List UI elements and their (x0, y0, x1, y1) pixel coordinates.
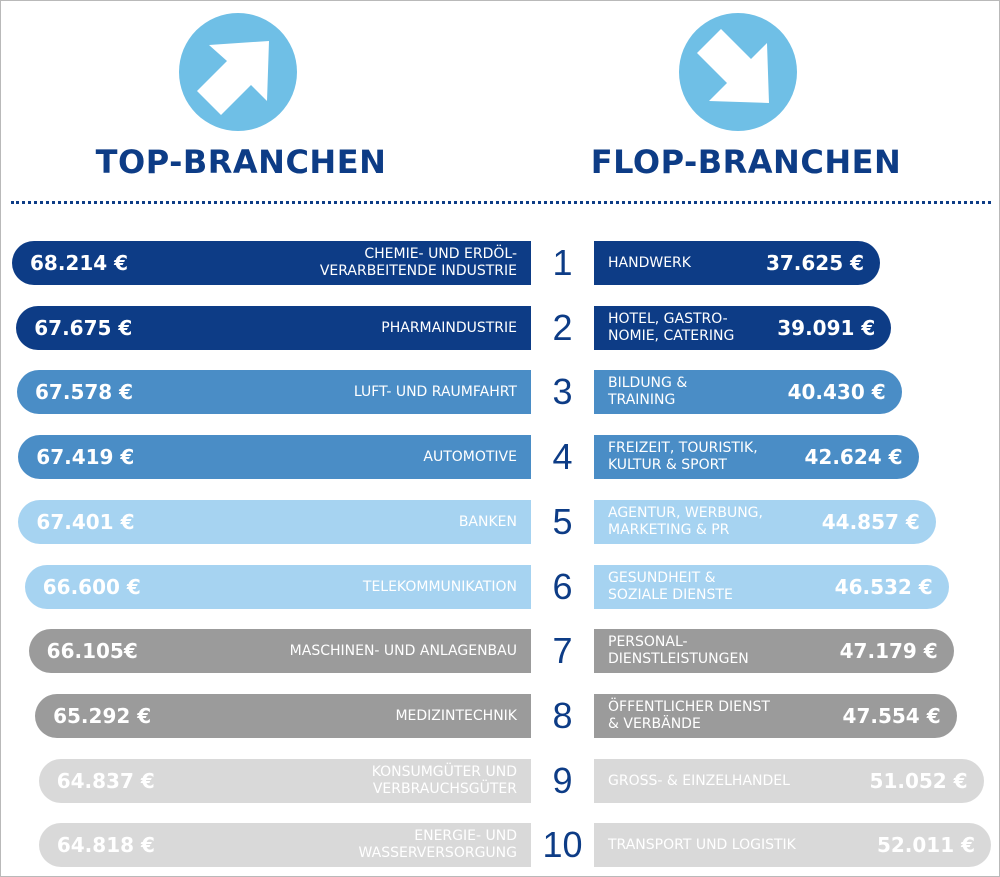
rank-number: 10 (542, 824, 583, 865)
rank-number: 4 (552, 436, 573, 477)
flop-bar-value: 37.625 € (765, 251, 864, 275)
flop-bar-label: FREIZEIT, TOURISTIK, KULTUR & SPORT (608, 440, 758, 473)
top-bar-value: 66.105€ (46, 639, 138, 663)
arrow-down-right-icon (679, 13, 797, 131)
flop-bar: HOTEL, GASTRO- NOMIE, CATERING 39.091 € (594, 306, 892, 350)
flop-bar: HANDWERK 37.625 € (594, 241, 880, 285)
top-bar-label: LUFT- UND RAUMFAHRT (353, 383, 517, 400)
flop-bar-label: HOTEL, GASTRO- NOMIE, CATERING (608, 311, 735, 344)
top-bar-value: 64.837 € (56, 769, 155, 793)
flop-bar-label: BILDUNG & TRAINING (608, 375, 688, 408)
top-bar-value: 68.214 € (30, 251, 129, 275)
flop-bar-label: HANDWERK (608, 254, 691, 271)
top-bar-label: ENERGIE- UND WASSERVERSORGUNG (358, 828, 517, 861)
flop-bar: TRANSPORT UND LOGISTIK 52.011 € (594, 823, 991, 867)
rank-number: 2 (552, 307, 573, 348)
arrow-up-right-icon (179, 13, 297, 131)
flop-bar-value: 47.179 € (839, 639, 938, 663)
flop-bar: BILDUNG & TRAINING 40.430 € (594, 370, 902, 414)
flop-bar-value: 39.091 € (777, 316, 876, 340)
flop-bar-label: GROSS- & EINZELHANDEL (608, 772, 790, 789)
flop-bar-label: ÖFFENTLICHER DIENST & VERBÄNDE (608, 699, 770, 732)
flop-bar: FREIZEIT, TOURISTIK, KULTUR & SPORT 42.624… (594, 435, 919, 479)
flop-bar: GROSS- & EINZELHANDEL 51.052 € (594, 759, 984, 803)
top-bar: 66.105€ MASCHINEN- UND ANLAGENBAU (28, 629, 531, 673)
rank-number: 6 (552, 566, 573, 607)
top-bar: 65.292 € MEDIZINTECHNIK (35, 694, 531, 738)
top-bar-label: CHEMIE- UND ERDÖL- VERARBEITENDE INDUSTRI… (319, 246, 517, 279)
flop-bar: PERSONAL- DIENSTLEISTUNGEN 47.179 € (594, 629, 954, 673)
flop-bar-value: 52.011 € (876, 833, 975, 857)
top-bar-value: 64.818 € (56, 833, 155, 857)
top-bar-value: 65.292 € (53, 704, 152, 728)
flop-bar: ÖFFENTLICHER DIENST & VERBÄNDE 47.554 € (594, 694, 957, 738)
top-bar-label: KONSUMGÜTER UND VERBRAUCHSGÜTER (371, 764, 517, 797)
top-branchen-heading: TOP-BRANCHEN (95, 143, 387, 181)
top-bar: 64.818 € ENERGIE- UND WASSERVERSORGUNG (38, 823, 531, 867)
rank-number: 3 (552, 371, 573, 412)
rank-number: 5 (552, 501, 573, 542)
top-bar-value: 67.419 € (36, 445, 135, 469)
top-bar-value: 67.675 € (34, 316, 133, 340)
flop-bar-value: 47.554 € (842, 704, 941, 728)
flop-bar-label: AGENTUR, WERBUNG, MARKETING & PR (608, 505, 763, 538)
top-bar: 66.600 € TELEKOMMUNIKATION (24, 565, 531, 609)
flop-branchen-heading: FLOP-BRANCHEN (590, 143, 902, 181)
flop-bar-label: GESUNDHEIT & SOZIALE DIENSTE (608, 570, 733, 603)
rank-number: 7 (552, 630, 573, 671)
top-bar-label: MASCHINEN- UND ANLAGENBAU (289, 642, 517, 659)
top-bar-label: TELEKOMMUNIKATION (362, 578, 517, 595)
top-bar: 67.675 € PHARMAINDUSTRIE (16, 306, 531, 350)
top-bar-label: BANKEN (458, 513, 517, 530)
top-bar-value: 67.401 € (36, 510, 135, 534)
flop-bar-value: 46.532 € (834, 575, 933, 599)
top-bar-value: 66.600 € (42, 575, 141, 599)
top-bar: 67.401 € BANKEN (18, 500, 531, 544)
top-bar: 67.578 € LUFT- UND RAUMFAHRT (17, 370, 531, 414)
top-bar-label: AUTOMOTIVE (423, 448, 517, 465)
rank-number: 8 (552, 695, 573, 736)
flop-bar-value: 42.624 € (804, 445, 903, 469)
top-bar: 64.837 € KONSUMGÜTER UND VERBRAUCHSGÜTER (38, 759, 531, 803)
top-bar: 67.419 € AUTOMOTIVE (18, 435, 531, 479)
flop-bar: AGENTUR, WERBUNG, MARKETING & PR 44.857 € (594, 500, 936, 544)
flop-bar: GESUNDHEIT & SOZIALE DIENSTE 46.532 € (594, 565, 949, 609)
top-bar-label: PHARMAINDUSTRIE (381, 319, 517, 336)
flop-bar-value: 40.430 € (787, 380, 886, 404)
top-bar-label: MEDIZINTECHNIK (395, 707, 517, 724)
top-bar: 68.214 € CHEMIE- UND ERDÖL- VERARBEITENDE … (12, 241, 531, 285)
dotted-divider (11, 201, 991, 204)
top-bar-value: 67.578 € (35, 380, 134, 404)
flop-bar-value: 51.052 € (869, 769, 968, 793)
flop-bar-label: TRANSPORT UND LOGISTIK (608, 836, 796, 853)
flop-bar-label: PERSONAL- DIENSTLEISTUNGEN (608, 634, 749, 667)
flop-bar-value: 44.857 € (821, 510, 920, 534)
rank-number: 1 (552, 242, 573, 283)
rank-number: 9 (552, 760, 573, 801)
